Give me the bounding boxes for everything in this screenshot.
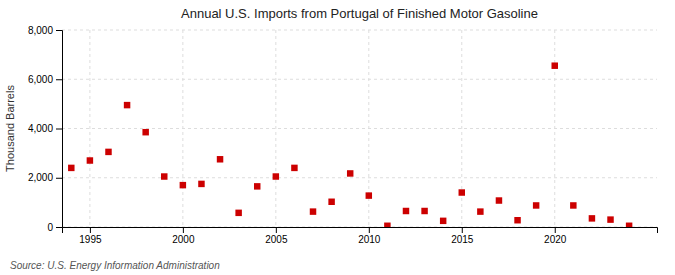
point [347,170,353,176]
axis-line [63,228,658,234]
point [403,208,409,214]
tick-label: 1995 [79,234,102,245]
tick-mark [369,227,370,233]
axis-line [56,31,63,228]
tick-mark [56,129,62,130]
tick-label: 2010 [358,234,381,245]
tick: 2005 [265,227,288,245]
point [142,129,148,135]
tick-label: 2015 [451,234,474,245]
point [607,216,613,222]
tick: 2015 [451,227,474,245]
tick-mark [276,227,277,233]
tick-label: 2020 [544,234,567,245]
tick-mark [56,178,62,179]
tick-label: 8,000 [28,25,53,36]
point [87,157,93,163]
point [310,208,316,214]
point [254,183,260,189]
grid-line [62,128,657,129]
grid-line [275,30,276,227]
chart: 1995 2000 2005 2010 2015 2020 0 2,000 4,000 6,000… [0,0,675,275]
title: Annual U.S. Imports from Portugal of Fin… [181,6,538,21]
points [68,62,632,227]
tick-label: 2,000 [28,172,53,183]
point [217,156,223,162]
grid-line [554,30,555,227]
grid-line [182,30,183,227]
point [366,192,372,198]
point [496,197,502,203]
tick-mark [183,227,184,233]
point [180,182,186,188]
tick-label: 6,000 [28,74,53,85]
tick-mark [90,227,91,233]
point [68,165,74,171]
grid-line [62,79,657,80]
x-axis: 1995 2000 2005 2010 2015 2020 [63,227,658,245]
grid-line [89,30,90,227]
tick-mark [555,227,556,233]
point [384,223,390,227]
tick: 2020 [544,227,567,245]
point [626,223,632,227]
point [328,199,334,205]
tick-mark [56,30,62,31]
tick: 8,000 [28,25,62,36]
point [551,62,557,68]
point [273,173,279,179]
point [570,202,576,208]
tick-mark [56,227,62,228]
point [124,102,130,108]
grid [62,30,657,227]
y-label: Thousand Barrels [4,85,16,172]
point [235,210,241,216]
grid-line [461,30,462,227]
tick: 2010 [358,227,381,245]
point [459,189,465,195]
point [291,165,297,171]
source: Source: U.S. Energy Information Administ… [10,260,220,271]
point [421,208,427,214]
point [161,173,167,179]
point [514,217,520,223]
tick: 2000 [172,227,195,245]
point [105,149,111,155]
tick: 0 [47,222,62,233]
tick: 4,000 [28,123,62,134]
point [440,218,446,224]
plot: 1995 2000 2005 2010 2015 2020 0 2,000 4,000 6,000… [28,25,658,245]
grid-line [62,30,657,31]
tick: 6,000 [28,74,62,85]
tick: 1995 [79,227,102,245]
tick-mark [462,227,463,233]
point [533,202,539,208]
grid-line [62,177,657,178]
tick-label: 2000 [172,234,195,245]
tick-label: 0 [47,222,53,233]
tick-label: 2005 [265,234,288,245]
tick-mark [56,79,62,80]
point [198,181,204,187]
tick: 2,000 [28,172,62,183]
y-axis: 0 2,000 4,000 6,000 8,000 [28,25,63,233]
point [477,208,483,214]
point [589,215,595,221]
tick-label: 4,000 [28,123,53,134]
